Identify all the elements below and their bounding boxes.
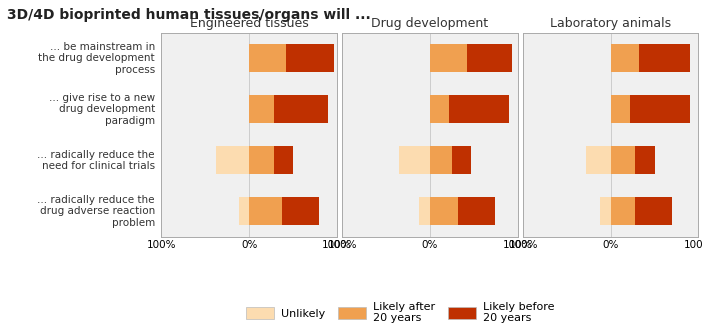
Bar (286, 44, 334, 72)
Title: Laboratory animals: Laboratory animals (550, 17, 671, 30)
Text: ... be mainstream in
the drug development
process: ... be mainstream in the drug developmen… (38, 42, 155, 75)
Bar (635, 146, 655, 174)
Bar (420, 197, 430, 225)
Bar (430, 44, 467, 72)
Bar (635, 197, 673, 225)
Bar (282, 197, 319, 225)
Bar (611, 95, 630, 123)
Text: 3D/4D bioprinted human tissues/organs will ...: 3D/4D bioprinted human tissues/organs wi… (7, 8, 371, 22)
Bar (399, 146, 430, 174)
Legend: Unlikely, Likely after
20 years, Likely before
20 years: Unlikely, Likely after 20 years, Likely … (246, 302, 554, 323)
Bar (600, 197, 611, 225)
Title: Engineered tissues: Engineered tissues (190, 17, 308, 30)
Bar (430, 197, 458, 225)
Bar (611, 146, 635, 174)
Text: ... radically reduce the
drug adverse reaction
problem: ... radically reduce the drug adverse re… (37, 195, 155, 228)
Bar (239, 197, 249, 225)
Bar (452, 146, 471, 174)
Bar (467, 44, 512, 72)
Bar (586, 146, 611, 174)
Bar (611, 197, 635, 225)
Bar (630, 95, 690, 123)
Text: ... radically reduce the
need for clinical trials: ... radically reduce the need for clinic… (37, 150, 155, 171)
Bar (639, 44, 690, 72)
Bar (449, 95, 509, 123)
Bar (430, 146, 452, 174)
Bar (249, 44, 286, 72)
Bar (216, 146, 249, 174)
Bar (249, 197, 282, 225)
Bar (249, 95, 274, 123)
Bar (430, 95, 449, 123)
Bar (274, 146, 293, 174)
Bar (274, 95, 328, 123)
Bar (249, 146, 274, 174)
Bar (458, 197, 495, 225)
Text: ... give rise to a new
drug development
paradigm: ... give rise to a new drug development … (48, 93, 155, 126)
Title: Drug development: Drug development (371, 17, 489, 30)
Bar (611, 44, 639, 72)
